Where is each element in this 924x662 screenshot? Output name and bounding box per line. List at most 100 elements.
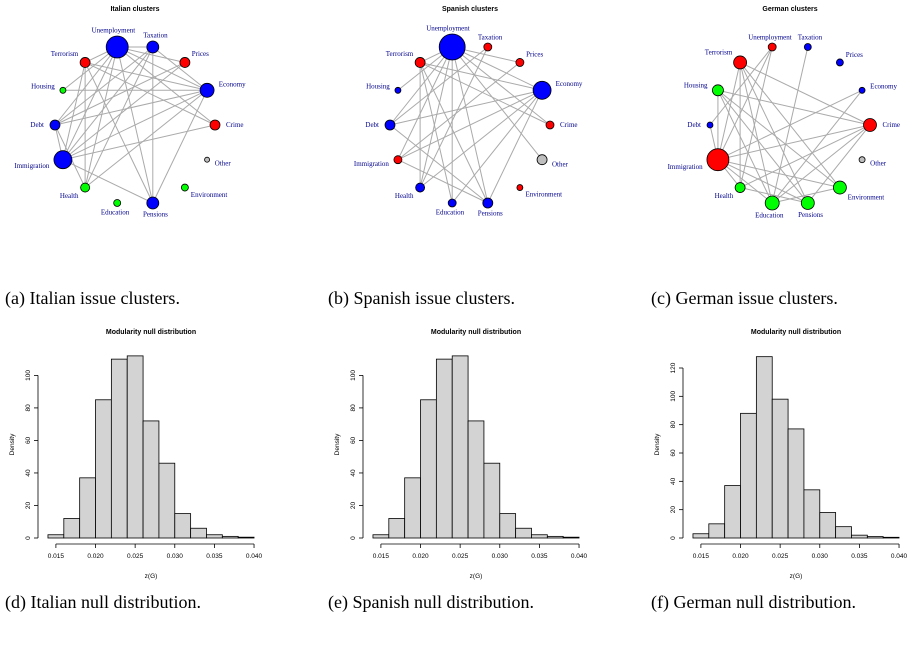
edge [84,46,154,188]
node [800,196,815,210]
node [415,182,426,193]
edge [451,46,551,126]
y-tick-label: 20 [350,501,357,509]
edge [717,159,773,204]
edge [487,90,543,204]
node-label: Terrorism [51,50,79,58]
edge [397,89,543,161]
node [734,182,746,193]
y-tick-label: 100 [25,370,32,381]
node-label: Taxation [798,34,823,42]
bar [787,428,805,539]
panel: Modularity null distribution 0.015 0.020 0.… [654,329,908,580]
node-label: Debt [30,121,44,129]
node [209,119,221,131]
edge [771,89,863,204]
caption: (c) German issue clusters. [651,288,838,308]
node [447,198,457,208]
x-tick-label: 0.040 [571,553,588,560]
node [532,80,552,100]
node [858,156,866,164]
bar [451,355,469,539]
node-label: Terrorism [705,49,733,57]
node-label: Crime [560,121,578,129]
edge [84,62,154,204]
edge [389,89,543,126]
edge [717,46,773,160]
x-tick-label: 0.030 [812,553,829,560]
node-label: Debt [365,121,379,129]
node [706,121,714,129]
x-tick-label: 0.020 [87,553,104,560]
node-label: Housing [684,81,708,89]
bar [435,358,453,539]
x-tick-label: 0.025 [127,553,144,560]
edge [420,61,543,91]
node [146,196,160,210]
edge [771,46,809,204]
x-tick-label: 0.015 [48,553,65,560]
node [80,182,91,193]
bar [724,485,741,539]
node-label: Immigration [668,163,703,171]
node [858,86,866,94]
y-tick-label: 20 [25,501,32,509]
bar [95,399,112,539]
y-tick-label: 100 [350,370,357,381]
y-tick-label: 40 [350,469,357,477]
x-axis-label: z(G) [470,573,483,580]
node-label: Unemployment [426,24,470,32]
edge [717,90,773,204]
node [482,197,494,209]
edge [84,62,216,126]
node [146,40,160,54]
bar [882,536,900,539]
y-tick-label: 0 [350,536,357,540]
node-label: Pensions [143,211,168,219]
node [863,118,877,132]
node-label: Housing [31,82,55,90]
edge [739,124,871,188]
node [767,42,777,52]
node-label: Education [101,208,130,216]
panel: German clusters Unemployment Taxation Price… [668,6,900,220]
chart-title: German clusters [762,6,817,13]
node-label: Prices [846,51,863,59]
node [414,57,426,68]
edge [116,46,216,126]
bar [47,534,65,539]
node-label: Education [436,209,465,217]
edge [717,89,809,204]
chart-title: Modularity null distribution [106,329,196,336]
y-tick-label: 60 [25,436,32,444]
node-label: Health [715,192,734,200]
edge [84,46,118,188]
node-label: Pensions [798,211,823,219]
edge [739,62,809,204]
caption: (b) Spanish issue clusters. [328,288,515,308]
edge [84,89,208,188]
bar [237,536,255,539]
node [712,84,724,97]
node-label: Economy [219,81,246,89]
bar [755,356,773,539]
x-tick-label: 0.015 [693,553,710,560]
caption: (f) German null distribution. [651,592,856,612]
edge [419,62,453,204]
bar [740,412,757,539]
node-label: Taxation [143,31,168,39]
edge [419,46,453,188]
node-label: Education [755,212,784,220]
node [113,199,122,207]
y-tick-label: 120 [670,362,677,373]
edge [772,187,840,204]
x-tick-label: 0.030 [492,553,509,560]
edge [717,159,809,204]
y-axis-label: Density [334,433,341,455]
edge [419,46,489,188]
bar [206,534,223,539]
x-tick-label: 0.015 [373,553,390,560]
edge [397,159,489,204]
node [105,35,129,59]
node-label: Crime [226,121,244,129]
